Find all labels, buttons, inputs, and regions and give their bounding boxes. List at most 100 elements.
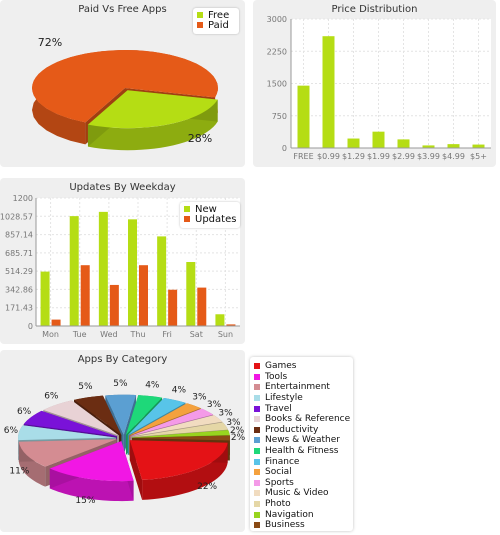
paid-vs-free-legend: Free Paid bbox=[193, 8, 239, 34]
legend-item-paid: Paid bbox=[197, 20, 235, 31]
pie-slice-news-weather bbox=[105, 394, 137, 435]
x-tick-label: $5+ bbox=[470, 152, 487, 161]
legend-label-new: New bbox=[195, 203, 217, 215]
x-tick-label: FREE bbox=[293, 152, 313, 161]
pie-value-label: 15% bbox=[75, 496, 95, 506]
pie-slice-finance bbox=[127, 397, 186, 436]
legend-item-health-fitness: Health & Fitness bbox=[250, 446, 353, 457]
legend-label: Travel bbox=[265, 403, 292, 414]
price-distribution-chart: 0 750 1500 2250 3000 FREE $0.99 $1.29 $1.99 $2.99… bbox=[267, 15, 491, 161]
updates-by-weekday-panel: Updates By Weekday 0 171.43 342.86 514.29 68… bbox=[0, 178, 245, 344]
legend-swatch bbox=[254, 384, 260, 391]
bar-new bbox=[69, 216, 79, 326]
legend-swatch bbox=[254, 469, 260, 476]
updates-by-weekday-title: Updates By Weekday bbox=[69, 182, 176, 193]
pie-slice-photo bbox=[131, 422, 228, 438]
x-tick-label: Tue bbox=[72, 330, 87, 339]
legend-label: Navigation bbox=[265, 509, 314, 520]
pie-slice-books-reference bbox=[43, 400, 119, 436]
pie-slice-tools bbox=[49, 441, 134, 482]
pie-value-label: 28% bbox=[188, 132, 212, 145]
price-distribution-title: Price Distribution bbox=[331, 4, 418, 15]
pie-slice-side bbox=[18, 441, 46, 487]
legend-swatch bbox=[254, 501, 260, 508]
legend-label: Productivity bbox=[265, 424, 319, 435]
legend-swatch-free bbox=[197, 12, 203, 18]
pie-slice-productivity bbox=[74, 395, 122, 435]
legend-label: Business bbox=[265, 520, 305, 531]
legend-label-updates: Updates bbox=[195, 213, 237, 225]
pie-slice-wall bbox=[129, 440, 143, 500]
apps-by-category-legend: Games Tools Entertainment Lifestyle Travel Bo… bbox=[250, 357, 353, 531]
legend-item-music-video: Music & Video bbox=[250, 488, 353, 499]
legend-swatch bbox=[254, 511, 260, 518]
x-tick-label: $2.99 bbox=[392, 152, 415, 161]
pie-value-label: 22% bbox=[197, 482, 217, 492]
y-tick-label: 3000 bbox=[267, 15, 287, 24]
x-tick-label: $4.99 bbox=[442, 152, 465, 161]
pie-slice-paid bbox=[31, 50, 218, 123]
bar-new bbox=[98, 211, 108, 326]
y-tick-label: 342.86 bbox=[5, 285, 33, 294]
updates-legend: New Updates bbox=[180, 202, 240, 228]
legend-swatch bbox=[254, 373, 260, 380]
legend-item-free: Free bbox=[197, 9, 235, 21]
updates-by-weekday-chart: 0 171.43 342.86 514.29 685.71 857.14 1028.57 12… bbox=[0, 194, 240, 339]
bar-new bbox=[215, 314, 225, 326]
legend-label: Social bbox=[265, 467, 292, 478]
legend-label-free: Free bbox=[208, 9, 230, 21]
pie-value-label: 6% bbox=[17, 407, 32, 417]
legend-item-finance: Finance bbox=[250, 456, 353, 467]
pie-value-label: 4% bbox=[145, 381, 160, 391]
y-tick-label: 514.29 bbox=[5, 267, 33, 276]
y-tick-label: 171.43 bbox=[5, 304, 33, 313]
bar bbox=[397, 139, 410, 148]
pie-value-label: 2% bbox=[230, 426, 245, 436]
legend-label: Entertainment bbox=[265, 382, 330, 393]
legend-label: Books & Reference bbox=[265, 414, 351, 425]
x-tick-label: Fri bbox=[162, 330, 172, 339]
pie-value-label: 6% bbox=[44, 391, 59, 401]
legend-item-games: Games bbox=[250, 361, 353, 372]
legend-swatch-paid bbox=[197, 22, 203, 28]
pie-slice-navigation bbox=[131, 430, 230, 438]
pie-value-label: 72% bbox=[38, 36, 62, 49]
legend-swatch bbox=[254, 437, 260, 444]
y-tick-label: 0 bbox=[282, 144, 287, 153]
pie-slice-lifestyle bbox=[18, 425, 117, 441]
bar-updates bbox=[80, 265, 90, 326]
y-tick-label: 2250 bbox=[267, 47, 287, 56]
legend-swatch bbox=[254, 426, 260, 433]
legend-item-books-reference: Books & Reference bbox=[250, 414, 353, 425]
y-tick-label: 857.14 bbox=[5, 231, 33, 240]
legend-label: Games bbox=[265, 361, 297, 372]
x-tick-label: Sat bbox=[190, 330, 203, 339]
x-tick-label: $3.99 bbox=[417, 152, 440, 161]
legend-item-travel: Travel bbox=[250, 403, 353, 414]
legend-label: Finance bbox=[265, 456, 300, 467]
legend-swatch bbox=[254, 522, 260, 529]
y-tick-label: 685.71 bbox=[5, 249, 33, 258]
legend-item-tools: Tools bbox=[250, 372, 353, 383]
legend-label: Photo bbox=[265, 499, 291, 510]
legend-swatch bbox=[254, 448, 260, 455]
legend-label: News & Weather bbox=[265, 435, 340, 446]
pie-value-label: 3% bbox=[226, 418, 241, 428]
legend-item-navigation: Navigation bbox=[250, 509, 353, 520]
pie-value-label: 11% bbox=[9, 466, 29, 476]
y-tick-label: 1200 bbox=[13, 194, 33, 203]
pie-slice-travel bbox=[23, 410, 117, 437]
legend-label: Health & Fitness bbox=[265, 446, 339, 457]
bar bbox=[372, 131, 385, 148]
legend-swatch bbox=[254, 458, 260, 465]
pie-slice-music-video bbox=[131, 415, 223, 437]
pie-value-label: 4% bbox=[172, 386, 187, 396]
pie-slice-side bbox=[142, 442, 228, 500]
bar-new bbox=[128, 219, 137, 326]
apps-by-category-panel: Apps By Category 22% 15% 11% 6% 6% 6% 5% 5% 4% 4%… bbox=[0, 350, 246, 532]
bar bbox=[322, 36, 335, 149]
bar bbox=[297, 85, 310, 148]
pie-slice-social bbox=[129, 403, 201, 436]
legend-item-lifestyle: Lifestyle bbox=[250, 393, 353, 404]
legend-item-news-weather: News & Weather bbox=[250, 435, 353, 446]
